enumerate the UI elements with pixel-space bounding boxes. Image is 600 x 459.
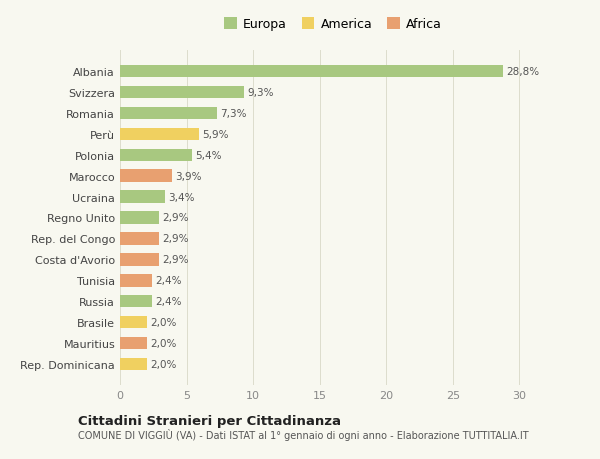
Text: 2,0%: 2,0% xyxy=(150,338,176,348)
Text: 3,9%: 3,9% xyxy=(175,171,202,181)
Bar xyxy=(120,358,146,370)
Text: 2,4%: 2,4% xyxy=(155,297,182,307)
Text: 5,9%: 5,9% xyxy=(202,129,229,140)
Bar xyxy=(120,212,158,224)
Text: 5,4%: 5,4% xyxy=(195,151,222,161)
Text: 2,9%: 2,9% xyxy=(162,213,188,223)
Text: 28,8%: 28,8% xyxy=(507,67,540,77)
Text: 2,9%: 2,9% xyxy=(162,255,188,265)
Bar xyxy=(120,337,146,349)
Bar xyxy=(120,233,158,245)
Text: 2,4%: 2,4% xyxy=(155,275,182,285)
Text: 2,0%: 2,0% xyxy=(150,317,176,327)
Bar xyxy=(120,253,158,266)
Text: 9,3%: 9,3% xyxy=(247,88,274,98)
Bar xyxy=(120,66,503,78)
Text: 2,0%: 2,0% xyxy=(150,359,176,369)
Text: 2,9%: 2,9% xyxy=(162,234,188,244)
Bar xyxy=(120,170,172,183)
Text: 7,3%: 7,3% xyxy=(221,109,247,119)
Text: Cittadini Stranieri per Cittadinanza: Cittadini Stranieri per Cittadinanza xyxy=(78,414,341,428)
Text: 3,4%: 3,4% xyxy=(169,192,195,202)
Bar xyxy=(120,274,152,287)
Bar xyxy=(120,316,146,329)
Bar xyxy=(120,295,152,308)
Text: COMUNE DI VIGGIÙ (VA) - Dati ISTAT al 1° gennaio di ogni anno - Elaborazione TUT: COMUNE DI VIGGIÙ (VA) - Dati ISTAT al 1°… xyxy=(78,428,529,440)
Bar xyxy=(120,191,165,203)
Bar xyxy=(120,129,199,141)
Bar xyxy=(120,107,217,120)
Bar xyxy=(120,149,192,162)
Legend: Europa, America, Africa: Europa, America, Africa xyxy=(219,13,447,36)
Bar xyxy=(120,87,244,99)
